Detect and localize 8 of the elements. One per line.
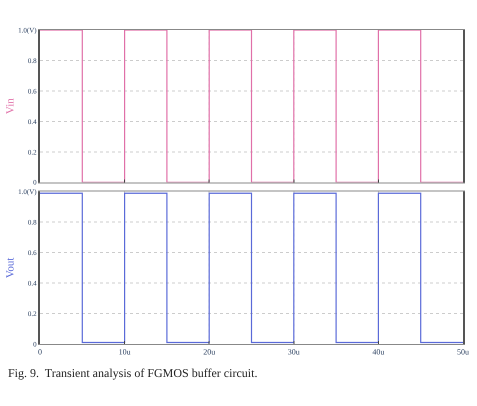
x-tick-label: 10u [118,348,131,357]
x-tick-label: 40u [372,348,384,357]
y-axis-title: Vout [4,258,16,278]
y-axis-title: Vin [4,98,16,114]
caption: Fig. 9. Transient analysis of FGMOS buffer circuit. [8,366,258,380]
x-tick-label: 30u [288,348,300,357]
x-tick-label: 20u [203,348,216,357]
x-tick-label: 50u [457,348,469,357]
